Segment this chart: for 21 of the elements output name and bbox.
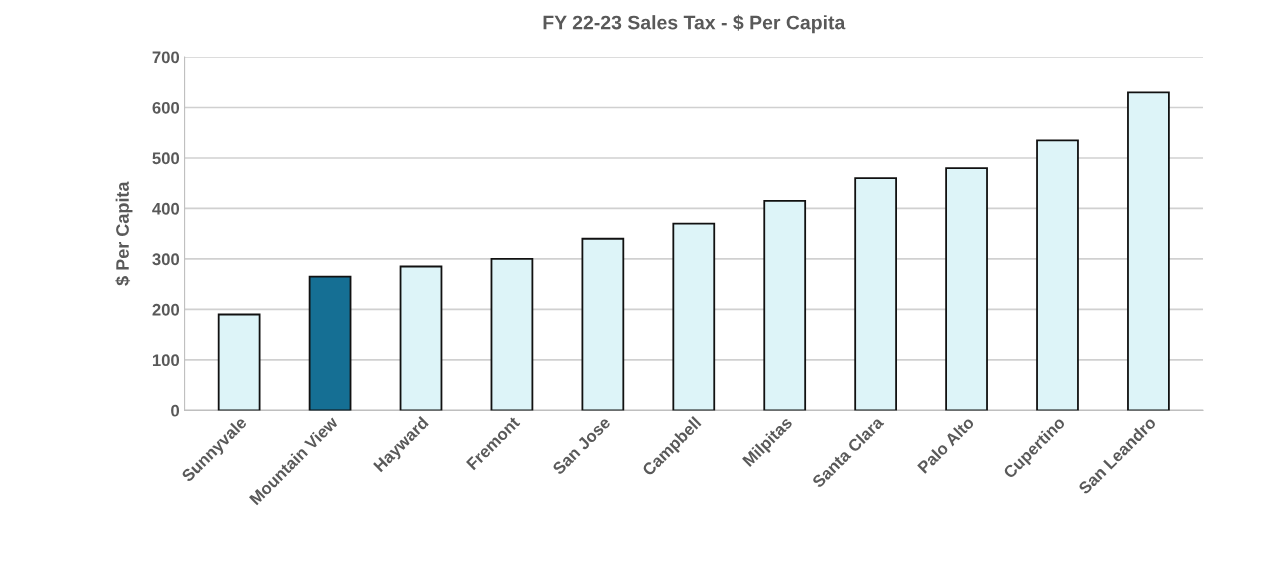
y-tick-label: 0: [171, 404, 180, 417]
y-tick-label: 400: [152, 202, 180, 215]
bar: [945, 167, 988, 411]
bar: [217, 313, 261, 411]
y-tick-label: 200: [152, 303, 180, 316]
y-tick-label: 300: [152, 253, 180, 266]
bar: [1036, 139, 1079, 411]
bar: [399, 265, 443, 411]
y-axis-title: $ Per Capita: [115, 181, 133, 286]
bar: [581, 237, 625, 411]
bar: [672, 222, 716, 411]
bar: [854, 177, 898, 411]
y-tick-label: 100: [152, 354, 180, 367]
bar: [763, 199, 807, 411]
y-tick-label: 500: [152, 152, 180, 165]
y-tick-label: 700: [152, 51, 180, 64]
bar: [490, 258, 534, 411]
chart-title: FY 22-23 Sales Tax - $ Per Capita: [543, 14, 846, 34]
bar: [308, 275, 352, 411]
bar: [1127, 91, 1170, 411]
y-tick-label: 600: [152, 101, 180, 114]
